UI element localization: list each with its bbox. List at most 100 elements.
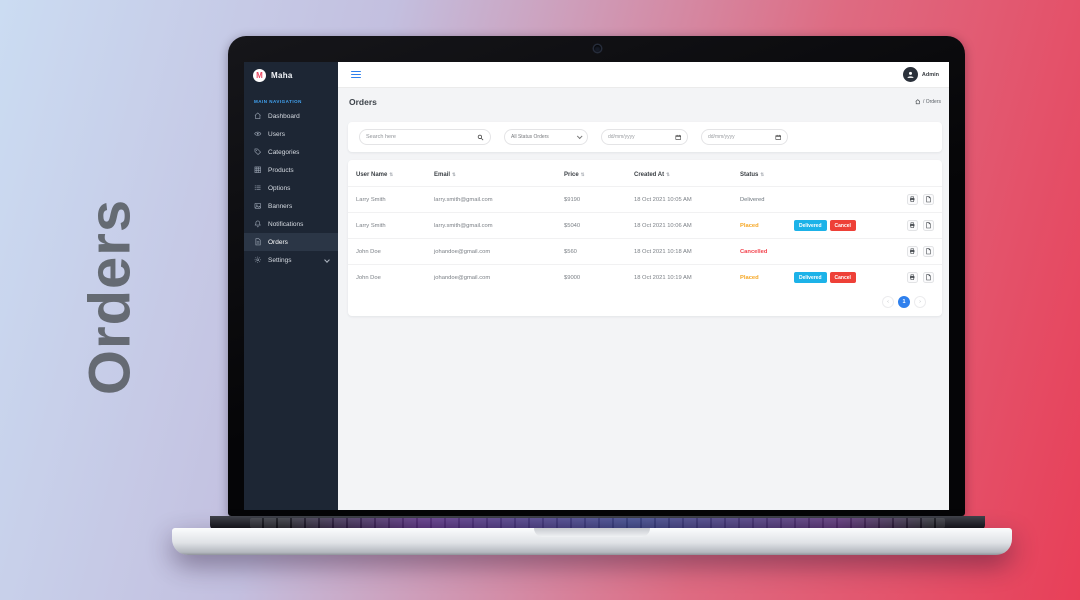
status-badge: Placed [740, 222, 759, 229]
cell-email: larry.smith@gmail.com [434, 222, 493, 229]
cell-email: johandoe@gmail.com [434, 274, 491, 281]
search-input[interactable] [366, 134, 466, 140]
file-icon [254, 238, 262, 246]
print-order-button[interactable] [907, 220, 918, 231]
cell-created-at: 18 Oct 2021 10:05 AM [634, 196, 692, 203]
table-row: Larry Smith larry.smith@gmail.com $5040 … [348, 212, 942, 238]
table-row: John Doe johandoe@gmail.com $9000 18 Oct… [348, 264, 942, 290]
invoice-button[interactable] [923, 272, 934, 283]
invoice-button[interactable] [923, 220, 934, 231]
date-to-input[interactable]: dd/mm/yyyy [701, 129, 788, 145]
avatar [902, 67, 918, 82]
print-order-button[interactable] [907, 246, 918, 257]
sidebar-item-label: Dashboard [268, 112, 300, 120]
search-icon[interactable] [477, 134, 484, 141]
nav-section-label: MAIN NAVIGATION [254, 99, 302, 104]
sidebar-item-orders[interactable]: Orders [244, 233, 338, 251]
cell-email: larry.smith@gmail.com [434, 196, 493, 203]
cell-user-name: Larry Smith [356, 222, 386, 229]
sidebar-item-categories[interactable]: Categories [244, 143, 338, 161]
print-order-button[interactable] [907, 194, 918, 205]
date-to-placeholder: dd/mm/yyyy [708, 134, 735, 140]
sidebar-item-label: Categories [268, 148, 300, 156]
mark-delivered-button[interactable]: Delivered [794, 220, 827, 231]
sidebar-item-products[interactable]: Products [244, 161, 338, 179]
column-header-created-at[interactable]: Created At ⇅ [634, 171, 670, 178]
file-icon [926, 196, 931, 203]
printer-icon [910, 248, 915, 255]
content-area: Orders / Orders All Status O [338, 88, 949, 510]
cell-email: johandoe@gmail.com [434, 248, 491, 255]
admin-app-window: M Maha MAIN NAVIGATION Dashboard Users C… [244, 62, 949, 510]
sidebar-item-dashboard[interactable]: Dashboard [244, 107, 338, 125]
image-icon [254, 202, 262, 210]
pagination-page-1[interactable]: 1 [898, 296, 910, 308]
table-row: John Doe johandoe@gmail.com $560 18 Oct … [348, 238, 942, 264]
calendar-icon [775, 134, 781, 140]
sidebar-item-notifications[interactable]: Notifications [244, 215, 338, 233]
pagination: ‹ 1 › [882, 296, 926, 308]
calendar-icon [675, 134, 681, 140]
sidebar-item-label: Notifications [268, 220, 304, 228]
status-badge: Placed [740, 274, 759, 281]
laptop-screen: M Maha MAIN NAVIGATION Dashboard Users C… [228, 36, 965, 516]
print-order-button[interactable] [907, 272, 918, 283]
status-filter-select[interactable]: All Status Orders [504, 129, 588, 145]
column-header-email[interactable]: Email ⇅ [434, 171, 456, 178]
breadcrumb[interactable]: / Orders [915, 99, 941, 105]
sidebar-item-options[interactable]: Options [244, 179, 338, 197]
printer-icon [910, 222, 915, 229]
chevron-down-icon [324, 257, 330, 263]
laptop-base [172, 528, 1012, 555]
bell-icon [254, 220, 262, 228]
topbar: Admin [338, 62, 949, 88]
webcam-dot [593, 45, 601, 52]
home-icon [915, 99, 921, 105]
table-header-row: User Name ⇅ Email ⇅ Price ⇅ Created At ⇅ Sta… [348, 163, 942, 186]
sort-icon: ⇅ [760, 171, 765, 177]
user-menu[interactable]: Admin [902, 67, 939, 82]
cell-user-name: Larry Smith [356, 196, 386, 203]
laptop-trackpad-notch [534, 528, 650, 537]
table-row: Larry Smith larry.smith@gmail.com $9190 … [348, 186, 942, 212]
search-box [359, 129, 491, 145]
pagination-prev-button[interactable]: ‹ [882, 296, 894, 308]
gear-icon [254, 256, 262, 264]
sidebar-item-settings[interactable]: Settings [244, 251, 338, 269]
invoice-button[interactable] [923, 194, 934, 205]
column-header-user-name[interactable]: User Name ⇅ [356, 171, 394, 178]
hamburger-menu-icon[interactable] [351, 69, 361, 79]
pagination-next-button[interactable]: › [914, 296, 926, 308]
column-header-price[interactable]: Price ⇅ [564, 171, 585, 178]
sidebar-item-label: Users [268, 130, 285, 138]
cell-price: $560 [564, 248, 577, 255]
file-icon [926, 222, 931, 229]
orders-watermark: Orders [77, 198, 143, 396]
invoice-button[interactable] [923, 246, 934, 257]
sort-icon: ⇅ [452, 171, 456, 177]
grid-icon [254, 166, 262, 174]
orders-table: User Name ⇅ Email ⇅ Price ⇅ Created At ⇅ Sta… [348, 160, 942, 316]
sidebar-item-users[interactable]: Users [244, 125, 338, 143]
page-title: Orders [349, 97, 377, 107]
column-header-status[interactable]: Status ⇅ [740, 171, 765, 178]
printer-icon [910, 274, 915, 281]
cancel-order-button[interactable]: Cancel [829, 272, 856, 283]
sidebar-item-banners[interactable]: Banners [244, 197, 338, 215]
sort-icon: ⇅ [580, 171, 585, 177]
breadcrumb-trail: / Orders [922, 99, 941, 105]
cell-created-at: 18 Oct 2021 10:06 AM [634, 222, 692, 229]
sidebar: M Maha MAIN NAVIGATION Dashboard Users C… [244, 62, 338, 510]
brand-logo[interactable]: M Maha [244, 62, 338, 88]
sidebar-item-label: Orders [268, 238, 288, 246]
filter-bar: All Status Orders dd/mm/yyyy dd/mm/yyyy [348, 122, 942, 152]
mark-delivered-button[interactable]: Delivered [794, 272, 827, 283]
brand-name: Maha [271, 70, 293, 80]
user-name-label: Admin [921, 71, 939, 78]
tag-icon [254, 148, 262, 156]
cell-created-at: 18 Oct 2021 10:19 AM [634, 274, 692, 281]
date-from-input[interactable]: dd/mm/yyyy [601, 129, 688, 145]
cell-price: $9000 [564, 274, 581, 281]
cancel-order-button[interactable]: Cancel [829, 220, 856, 231]
